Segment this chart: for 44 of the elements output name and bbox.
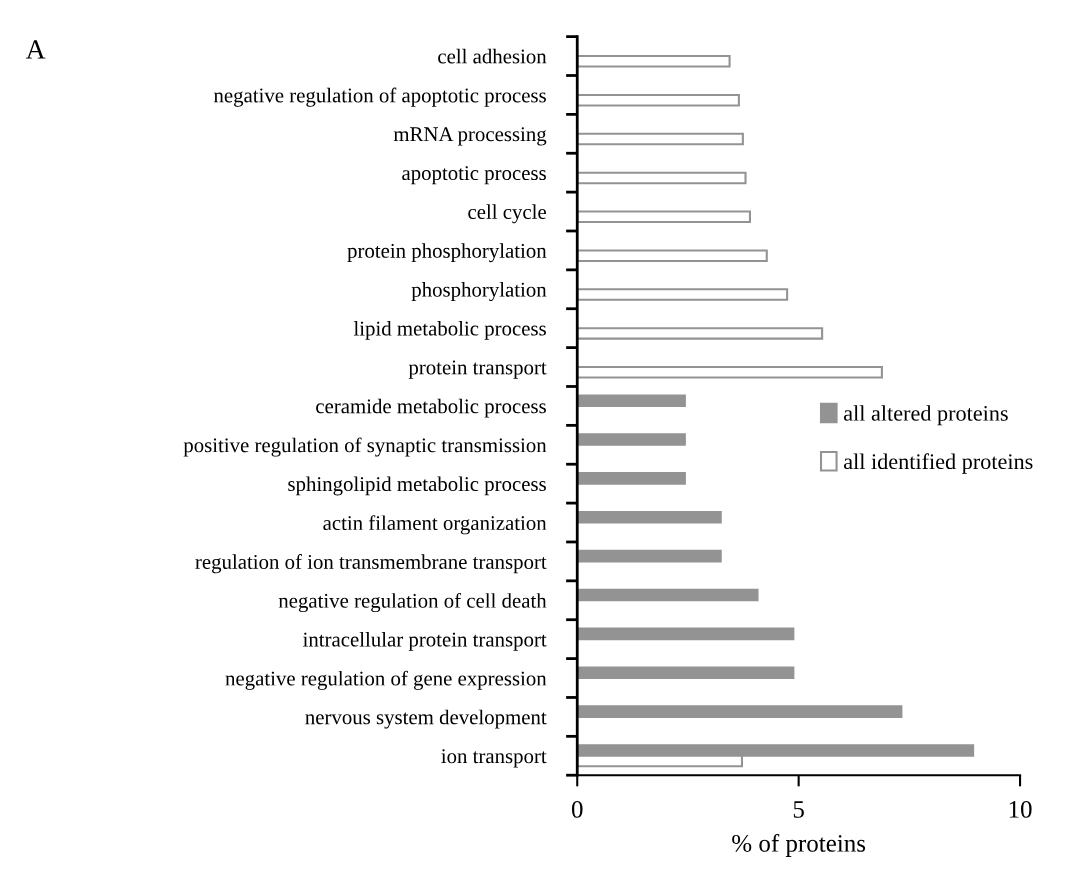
- y-tick-label: actin filament organization: [323, 515, 547, 535]
- bar: [577, 249, 768, 262]
- y-tick-label: regulation of ion transmembrane transport: [195, 554, 547, 574]
- x-tick-label: 0: [571, 800, 583, 818]
- bar: [577, 627, 795, 641]
- y-tick-label: protein transport: [408, 360, 547, 379]
- y-tick-label: mRNA processing: [393, 127, 547, 146]
- y-tick-label: protein phosphorylation: [347, 243, 547, 263]
- bar: [577, 394, 686, 407]
- bar: [577, 549, 722, 563]
- y-tick-label: negative regulation of gene expression: [225, 670, 547, 690]
- bar: [577, 510, 722, 524]
- bar: [577, 705, 903, 718]
- y-tick-label: intracellular protein transport: [303, 631, 547, 651]
- bar: [577, 366, 883, 379]
- bar: [577, 288, 789, 301]
- bar: [577, 93, 740, 107]
- bar: [577, 666, 795, 680]
- bar: [577, 132, 744, 146]
- y-tick-label: negative regulation of cell death: [278, 592, 547, 613]
- y-tick-label: cell cycle: [468, 204, 546, 224]
- y-tick-label: ceramide metabolic process: [316, 398, 546, 418]
- x-tick-label: 5: [793, 801, 804, 818]
- x-axis-title: % of proteins: [732, 833, 866, 857]
- bar: [577, 433, 686, 446]
- bar: [577, 55, 731, 68]
- y-tick-label: cell adhesion: [438, 48, 547, 64]
- legend-label: all identified proteins: [844, 453, 1033, 474]
- bar: [577, 472, 686, 485]
- y-tick-label: apoptotic process: [402, 166, 546, 185]
- y-tick-label: lipid metabolic process: [353, 320, 546, 340]
- y-tick-label: sphingolipid metabolic process: [288, 476, 546, 496]
- x-tick-label: 10: [1009, 800, 1032, 818]
- bar: [577, 327, 824, 340]
- text: A: [25, 40, 46, 59]
- bar: [577, 588, 759, 602]
- y-tick-label: phosphorylation: [411, 282, 547, 302]
- y-tick-label: positive regulation of synaptic transmission: [183, 437, 547, 457]
- y-tick-label: ion transport: [441, 749, 547, 768]
- y-tick-label: nervous system development: [305, 709, 547, 729]
- legend-label: all altered proteins: [844, 405, 1008, 426]
- bar: [577, 210, 751, 224]
- y-tick-label: negative regulation of apoptotic process: [213, 87, 546, 107]
- bar: [577, 171, 747, 185]
